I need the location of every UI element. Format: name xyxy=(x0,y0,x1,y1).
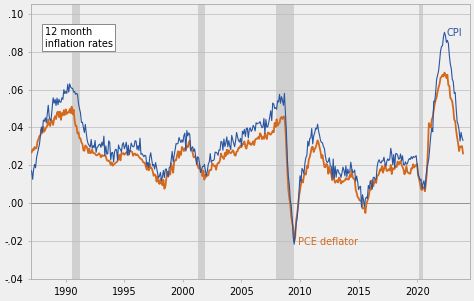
Bar xyxy=(419,4,423,279)
Bar xyxy=(198,4,205,279)
Bar xyxy=(72,4,81,279)
Text: 12 month
inflation rates: 12 month inflation rates xyxy=(45,27,113,48)
Text: CPI: CPI xyxy=(447,28,462,39)
Text: PCE deflator: PCE deflator xyxy=(298,237,358,247)
Bar xyxy=(276,4,294,279)
